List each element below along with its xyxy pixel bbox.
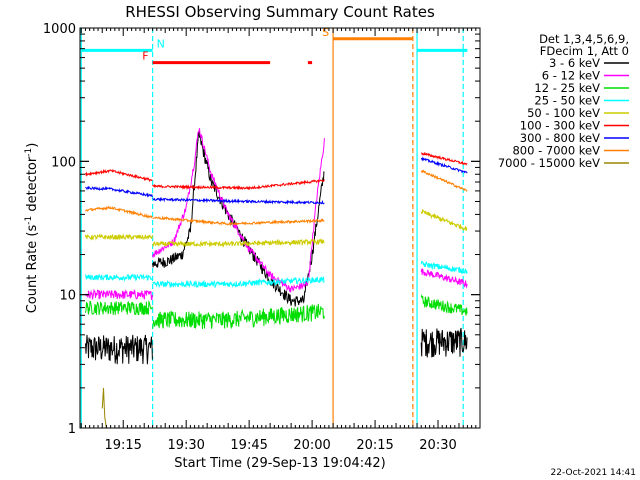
series-line-800-7000-keV — [420, 169, 468, 192]
annotation-label: S — [322, 26, 329, 39]
x-axis-label: Start Time (29-Sep-13 19:04:42) — [174, 456, 385, 471]
series-line-7000-15000-keV — [101, 387, 107, 429]
legend: Det 1,3,4,5,6,9, FDecim 1, Att 0 3 - 6 k… — [498, 32, 629, 170]
series-line-100-300-keV — [421, 151, 468, 166]
series-line-3-6-keV — [152, 130, 325, 307]
x-tick-label: 19:30 — [167, 438, 204, 453]
series-line-25-50-keV — [85, 273, 153, 283]
legend-label: 7000 - 15000 keV — [498, 156, 600, 170]
legend-label: 3 - 6 keV — [549, 56, 600, 70]
series-line-6-12-keV — [85, 288, 153, 301]
annotation-label: F — [142, 50, 148, 63]
series-line-12-25-keV — [152, 303, 325, 330]
series-line-300-800-keV — [420, 156, 468, 174]
series-line-100-300-keV — [85, 168, 153, 183]
series-line-800-7000-keV — [152, 215, 325, 227]
series-line-12-25-keV — [85, 299, 153, 316]
series-line-300-800-keV — [85, 185, 153, 198]
series-line-50-100-keV — [152, 238, 325, 248]
legend-header-line-1: Det 1,3,4,5,6,9, — [539, 32, 629, 46]
legend-header-line-2: FDecim 1, Att 0 — [540, 44, 629, 58]
x-tick-label: 20:30 — [419, 438, 456, 453]
series-line-3-6-keV — [420, 327, 468, 358]
series-line-300-800-keV — [152, 196, 325, 206]
series-line-50-100-keV — [85, 233, 153, 241]
series-line-100-300-keV — [152, 179, 325, 191]
legend-label: 100 - 300 keV — [520, 119, 600, 133]
legend-label: 800 - 7000 keV — [512, 144, 600, 158]
y-tick-label: 1 — [68, 422, 76, 437]
series-line-25-50-keV — [420, 260, 468, 275]
annotation-bars: NF S — [81, 26, 468, 65]
x-tick-label: 20:15 — [356, 438, 393, 453]
series-line-800-7000-keV — [85, 205, 153, 219]
annotation-label: N — [157, 37, 165, 50]
y-tick-label: 100 — [51, 155, 76, 170]
series-line-6-12-keV — [420, 268, 468, 289]
x-tick-label: 20:00 — [293, 438, 330, 453]
legend-label: 12 - 25 keV — [534, 81, 600, 95]
plot-content — [80, 28, 468, 429]
legend-label: 300 - 800 keV — [520, 131, 600, 145]
series-line-6-12-keV — [152, 128, 325, 293]
series-line-50-100-keV — [420, 208, 468, 232]
legend-label: 6 - 12 keV — [542, 69, 600, 83]
legend-label: 25 - 50 keV — [534, 94, 600, 108]
x-axis: 19:15 19:30 19:45 20:00 20:15 20:30 — [80, 28, 481, 453]
y-tick-label: 10 — [59, 289, 76, 304]
y-tick-label: 1000 — [43, 22, 76, 37]
series-line-12-25-keV — [420, 293, 468, 316]
y-axis-label: Count Rate (s-1 detector-1) — [24, 143, 40, 314]
x-tick-label: 19:15 — [104, 438, 141, 453]
series-line-3-6-keV — [85, 334, 153, 365]
footer-date: 22-Oct-2021 14:41 — [551, 468, 636, 478]
x-tick-label: 19:45 — [230, 438, 267, 453]
y-axis: 1 10 100 1000 — [43, 22, 480, 437]
legend-label: 50 - 100 keV — [527, 106, 600, 120]
series-line-25-50-keV — [152, 276, 325, 289]
plot-frame — [79, 27, 481, 429]
chart-title: RHESSI Observing Summary Count Rates — [125, 3, 435, 21]
